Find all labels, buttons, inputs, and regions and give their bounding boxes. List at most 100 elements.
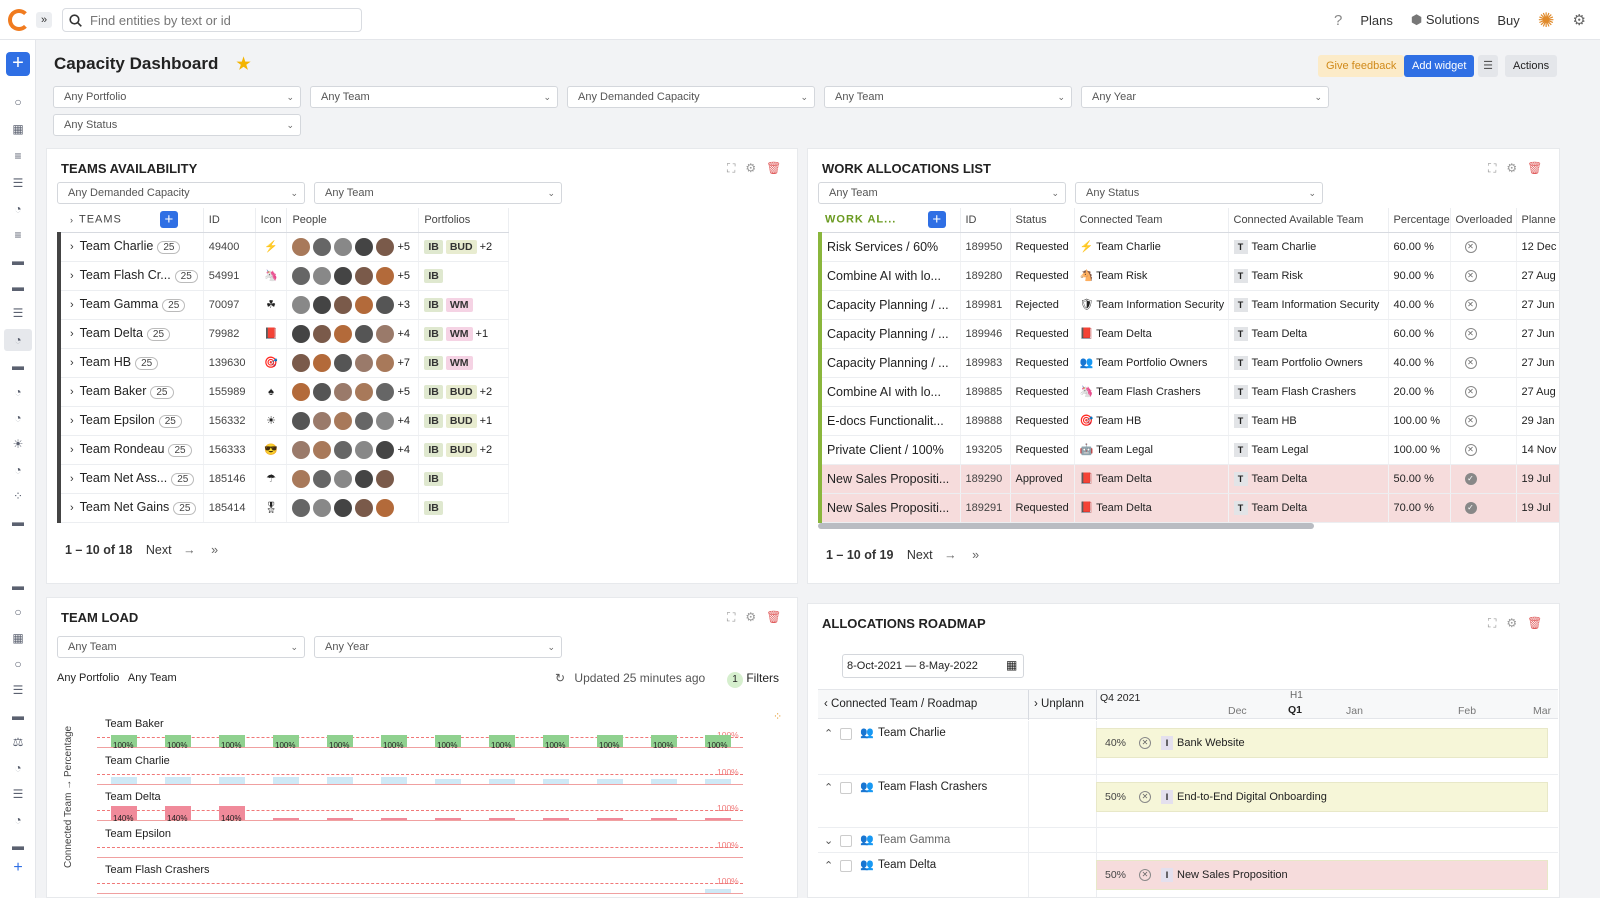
available-team-cell[interactable]: T Team Legal (1228, 435, 1389, 465)
portfolios-more[interactable]: +2 (479, 240, 493, 253)
roadmap-team-name[interactable]: Team Charlie (878, 727, 946, 739)
load-bar[interactable] (111, 735, 137, 747)
load-bar[interactable] (597, 779, 623, 784)
icon-column-header[interactable]: Icon (255, 208, 288, 233)
list-nav-icon[interactable]: ≡ (14, 149, 22, 163)
load-bar[interactable] (705, 889, 731, 893)
avatar[interactable] (355, 411, 374, 430)
avatar[interactable] (292, 469, 311, 488)
roadmap-bar[interactable]: 50% ✕ I End-to-End Digital Onboarding (1096, 782, 1548, 812)
allocation-name[interactable]: New Sales Propositi... (818, 464, 961, 494)
hierarchy-nav-icon[interactable]: ▦ (12, 631, 24, 645)
portfolio-tag[interactable]: BUD (445, 442, 477, 457)
portfolio-tag[interactable]: WM (445, 355, 473, 370)
avatar[interactable] (292, 295, 311, 314)
chevron-right-icon[interactable]: › (70, 299, 74, 311)
load-bar[interactable] (219, 806, 245, 820)
allocation-name[interactable]: Private Client / 100% (818, 435, 961, 465)
load-bar[interactable] (273, 777, 299, 784)
team-name[interactable]: Team Delta (79, 326, 143, 340)
avatar[interactable] (313, 469, 332, 488)
avatar[interactable] (313, 324, 332, 343)
row-checkbox[interactable] (840, 782, 852, 794)
actions-button[interactable]: Actions (1505, 55, 1558, 77)
avatar[interactable] (376, 324, 395, 343)
table-row[interactable]: › Team Baker 25 155989 ♠ +5 IB BUD +2 (56, 377, 509, 407)
allocation-name-label[interactable]: New Sales Propositi... (827, 500, 950, 515)
create-button[interactable]: + (6, 52, 30, 76)
team-cell[interactable]: › Team Flash Cr... 25 (56, 261, 204, 291)
load-bar[interactable] (489, 818, 515, 820)
team-cell[interactable]: › Team Net Gains 25 (56, 493, 204, 523)
allocation-name-label[interactable]: Capacity Planning / ... (827, 326, 949, 341)
row-checkbox[interactable] (840, 728, 852, 740)
chevron-right-icon[interactable]: › (70, 473, 74, 485)
allocation-name-label[interactable]: Capacity Planning / ... (827, 297, 949, 312)
percentage-column-header[interactable]: Percentage (1388, 208, 1451, 233)
connected-team-name[interactable]: Team Delta (1096, 502, 1152, 514)
portfolios-column-header[interactable]: Portfolios (418, 208, 509, 233)
avatar[interactable] (313, 440, 332, 459)
avatar[interactable] (313, 382, 332, 401)
connected-team-name[interactable]: Team Information Security (1096, 299, 1225, 311)
avatar[interactable] (334, 440, 353, 459)
help-icon[interactable]: ? (1334, 11, 1343, 29)
avatar[interactable] (292, 324, 311, 343)
avatar[interactable] (292, 382, 311, 401)
load-bar[interactable] (165, 735, 191, 747)
load-bar[interactable] (543, 735, 569, 747)
table-row[interactable]: › Team Flash Cr... 25 54991 🦄 +5 IB (56, 261, 509, 291)
load-bar[interactable] (489, 779, 515, 784)
demanded-capacity-filter[interactable]: Any Demanded Capacity ⌄ (567, 86, 815, 108)
solutions-link[interactable]: ⬢ Solutions (1411, 12, 1479, 28)
avatar[interactable] (355, 382, 374, 401)
available-team-name[interactable]: Team HB (1251, 414, 1297, 427)
team-name[interactable]: Team Gamma (79, 297, 159, 311)
allocation-name-label[interactable]: Capacity Planning / ... (827, 355, 949, 370)
table-row[interactable]: › Team Epsilon 25 156332 ☀ +4 IB BUD +1 (56, 406, 509, 436)
portfolio-tag[interactable]: BUD (445, 413, 477, 428)
table-row[interactable]: New Sales Propositi... 189291 Requested 📕 T… (818, 493, 1559, 523)
folder6-nav-icon[interactable]: ▬ (12, 839, 24, 853)
avatar[interactable] (313, 411, 332, 430)
load-bar[interactable] (219, 777, 245, 784)
gear-icon[interactable]: ⚙ (1506, 161, 1518, 175)
available-team-cell[interactable]: T Team Charlie (1228, 232, 1389, 262)
row-checkbox[interactable] (840, 835, 852, 847)
avatar[interactable] (313, 498, 332, 517)
portfolio-tag[interactable]: IB (424, 355, 443, 370)
available-team-cell[interactable]: T Team Risk (1228, 261, 1389, 291)
available-team-cell[interactable]: T Team Delta (1228, 319, 1389, 349)
planned-column-header[interactable]: Planne (1516, 208, 1559, 233)
load-bar[interactable] (597, 818, 623, 820)
load-bar[interactable] (219, 735, 245, 747)
bar-item-name[interactable]: Bank Website (1177, 737, 1245, 749)
connected-team-cell[interactable]: 📕 Team Delta (1074, 464, 1229, 494)
portfolio-tag[interactable]: WM (445, 297, 473, 312)
connected-team-cell[interactable]: 🐴 Team Risk (1074, 261, 1229, 291)
load-bar[interactable] (435, 818, 461, 820)
available-team-name[interactable]: Team Delta (1251, 472, 1308, 485)
portfolio-tag[interactable]: WM (445, 326, 473, 341)
load-bar[interactable] (489, 735, 515, 747)
avatar[interactable] (376, 382, 395, 401)
allocation-name[interactable]: Combine AI with lo... (818, 261, 961, 291)
table-row[interactable]: New Sales Propositi... 189290 Approved 📕 Te… (818, 464, 1559, 494)
avatar[interactable] (334, 469, 353, 488)
load-bar[interactable] (111, 777, 137, 784)
trash-icon[interactable]: 🗑 (766, 610, 782, 624)
search-nav-icon[interactable]: ○ (14, 95, 22, 109)
team-cell[interactable]: › Team HB 25 (56, 348, 204, 378)
avatar[interactable] (334, 324, 353, 343)
load-bar[interactable] (705, 779, 731, 784)
avatar[interactable] (355, 440, 374, 459)
chevron-right-icon[interactable]: › (70, 270, 74, 282)
chevron-down-icon[interactable]: ⌄ (824, 835, 834, 847)
folder5-nav-icon[interactable]: ▬ (12, 709, 24, 723)
available-team-cell[interactable]: T Team Information Security (1228, 290, 1389, 320)
gauge4-nav-icon[interactable]: ◔ (14, 463, 22, 477)
id-column-header[interactable]: ID (960, 208, 1011, 233)
unplanned-column[interactable]: › Unplann (1034, 698, 1084, 710)
load-bar[interactable] (381, 777, 407, 784)
team-roadmap-column[interactable]: ‹ Connected Team / Roadmap (824, 698, 977, 710)
